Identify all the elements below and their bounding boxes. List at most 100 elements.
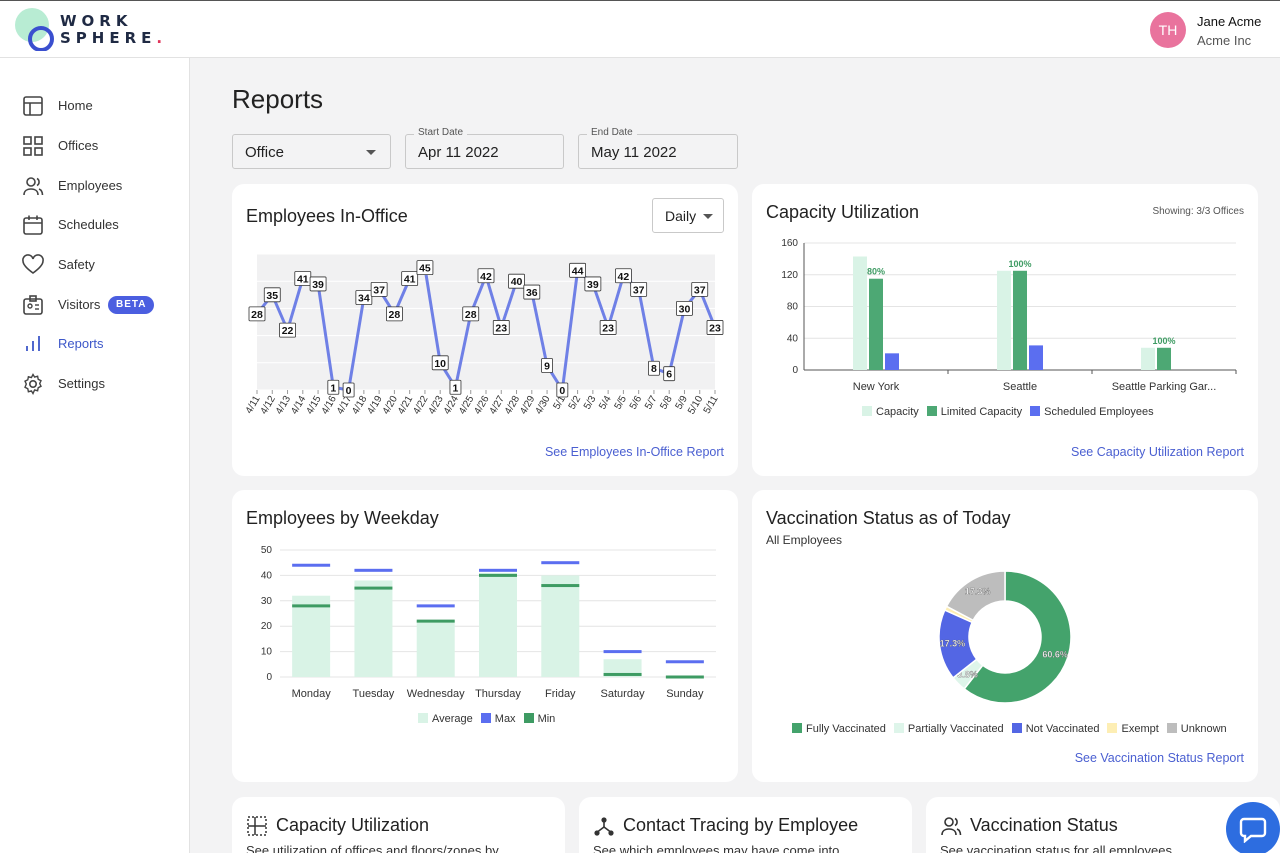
data-label-box bbox=[569, 262, 587, 278]
data-label-box bbox=[630, 281, 648, 297]
legend-item[interactable]: Not Vaccinated bbox=[1011, 723, 1100, 735]
data-label-box bbox=[599, 320, 617, 335]
x-tick-label: 5/10 bbox=[686, 394, 705, 417]
x-tick-label: 4/20 bbox=[381, 394, 400, 417]
x-tick-label: 4/16 bbox=[320, 394, 339, 417]
x-tick-label: 4/19 bbox=[365, 394, 384, 417]
legend-item[interactable]: Min bbox=[523, 713, 555, 725]
page-title: Reports bbox=[232, 84, 324, 114]
interval-select-value: Daily bbox=[665, 208, 697, 224]
y-tick-label: 0 bbox=[266, 672, 272, 683]
vaccination-status-report-link[interactable]: See Vaccination Status Report bbox=[1074, 751, 1244, 765]
max-marker bbox=[292, 563, 331, 567]
vaccination-status-feature-card[interactable]: Vaccination Status See vaccination statu… bbox=[926, 797, 1280, 853]
legend-item[interactable]: Unknown bbox=[1166, 723, 1227, 735]
max-marker bbox=[354, 568, 393, 572]
average-bar bbox=[292, 595, 331, 677]
legend-item[interactable]: Max bbox=[480, 713, 516, 725]
legend-swatch bbox=[418, 713, 428, 723]
legend-label: Average bbox=[432, 713, 473, 725]
interval-select[interactable]: Daily bbox=[652, 198, 724, 233]
sidebar-item-employees[interactable]: Employees bbox=[0, 168, 189, 204]
x-tick-label: Thursday bbox=[475, 688, 521, 700]
start-date-field[interactable]: Start Date Apr 11 2022 bbox=[405, 127, 564, 169]
min-marker bbox=[479, 573, 517, 577]
legend-item[interactable]: Capacity bbox=[862, 406, 919, 418]
capacity-utilization-feature-card[interactable]: Capacity Utilization See utilization of … bbox=[232, 797, 565, 853]
data-label: 39 bbox=[587, 279, 599, 291]
data-label-box bbox=[431, 355, 449, 371]
legend-item[interactable]: Partially Vaccinated bbox=[893, 723, 1004, 735]
beta-badge: BETA bbox=[108, 296, 155, 314]
data-label-box bbox=[342, 382, 355, 398]
x-tick-label: Monday bbox=[292, 688, 332, 700]
feature-description: See vaccination status for all employees bbox=[940, 843, 1172, 853]
contact-tracing-feature-card[interactable]: Contact Tracing by Employee See which em… bbox=[579, 797, 912, 853]
bar bbox=[1029, 345, 1043, 370]
legend-swatch bbox=[480, 713, 491, 723]
average-bar bbox=[354, 580, 393, 677]
data-label: 35 bbox=[266, 290, 278, 302]
data-label-box bbox=[556, 382, 569, 398]
chat-bubble-icon bbox=[1239, 817, 1267, 843]
sidebar-item-settings[interactable]: Settings bbox=[0, 366, 189, 402]
data-label-box bbox=[401, 271, 419, 286]
sidebar: Home Offices Employees Schedules Safety … bbox=[0, 58, 190, 853]
sidebar-item-visitors[interactable]: Visitors BETA bbox=[0, 287, 189, 323]
x-tick-label: 4/15 bbox=[304, 394, 323, 417]
sidebar-item-label: Reports bbox=[58, 336, 104, 351]
card-title: Vaccination Status as of Today bbox=[766, 508, 1011, 528]
legend-label: Scheduled Employees bbox=[1044, 406, 1154, 418]
slice-label: 60.6% bbox=[1042, 649, 1068, 659]
legend-item[interactable]: Exempt bbox=[1107, 723, 1159, 735]
brand-logo[interactable]: WORK SPHERE. bbox=[14, 7, 162, 55]
legend-swatch bbox=[1166, 723, 1177, 733]
employees-in-office-report-link[interactable]: See Employees In-Office Report bbox=[544, 445, 724, 459]
y-tick-label: 10 bbox=[261, 647, 273, 658]
sidebar-item-home[interactable]: Home bbox=[0, 88, 189, 124]
legend-swatch bbox=[1011, 723, 1022, 733]
legend-label: Not Vaccinated bbox=[1025, 723, 1100, 735]
user-menu[interactable]: TH Jane Acme Acme Inc bbox=[1150, 10, 1280, 50]
bar bbox=[853, 256, 867, 370]
x-tick-label: 5/2 bbox=[567, 394, 584, 412]
badge-icon bbox=[23, 295, 43, 315]
sidebar-item-offices[interactable]: Offices bbox=[0, 128, 189, 164]
sidebar-item-safety[interactable]: Safety bbox=[0, 247, 189, 283]
chat-button[interactable] bbox=[1226, 802, 1280, 853]
data-label: 28 bbox=[389, 309, 401, 321]
end-date-field[interactable]: End Date May 11 2022 bbox=[578, 127, 738, 169]
vaccination-donut-chart: 60.6% 3.8% 17.3% 17.3% bbox=[938, 570, 1072, 704]
x-tick-label: Wednesday bbox=[407, 688, 465, 700]
grid-icon bbox=[23, 136, 43, 156]
x-tick-label: 5/5 bbox=[613, 394, 630, 412]
data-label: 22 bbox=[282, 325, 294, 337]
legend-item[interactable]: Fully Vaccinated bbox=[792, 723, 886, 735]
capacity-utilization-report-link[interactable]: See Capacity Utilization Report bbox=[1071, 445, 1244, 459]
avatar[interactable]: TH bbox=[1150, 12, 1186, 48]
min-marker bbox=[416, 619, 455, 623]
start-date-value: Apr 11 2022 bbox=[418, 144, 499, 161]
feature-description: See which employees may have come into bbox=[593, 843, 840, 853]
bar bbox=[997, 270, 1011, 370]
legend-item[interactable]: Scheduled Employees bbox=[1030, 406, 1154, 418]
x-tick-label: 4/22 bbox=[411, 394, 430, 417]
office-select[interactable]: Office bbox=[232, 134, 391, 169]
data-label: 10 bbox=[434, 358, 446, 370]
data-label-box bbox=[508, 273, 525, 289]
y-tick-label: 160 bbox=[781, 238, 798, 249]
x-tick-label: 4/23 bbox=[427, 394, 446, 417]
bar bbox=[885, 353, 899, 370]
data-label: 28 bbox=[251, 309, 263, 321]
legend-item[interactable]: Average bbox=[418, 713, 473, 725]
people-icon bbox=[23, 177, 44, 196]
data-label-box bbox=[416, 260, 434, 276]
employees-by-weekday-card: Employees by Weekday 0 10 20 30 40 50 Monday Tu… bbox=[232, 490, 738, 782]
weekday-legend: Average Max Min bbox=[418, 713, 563, 725]
sidebar-item-schedules[interactable]: Schedules bbox=[0, 207, 189, 243]
min-marker bbox=[541, 584, 580, 588]
legend-item[interactable]: Limited Capacity bbox=[926, 406, 1022, 418]
data-label-box bbox=[327, 379, 340, 395]
data-label-box bbox=[477, 268, 495, 284]
sidebar-item-reports[interactable]: Reports bbox=[0, 326, 189, 362]
